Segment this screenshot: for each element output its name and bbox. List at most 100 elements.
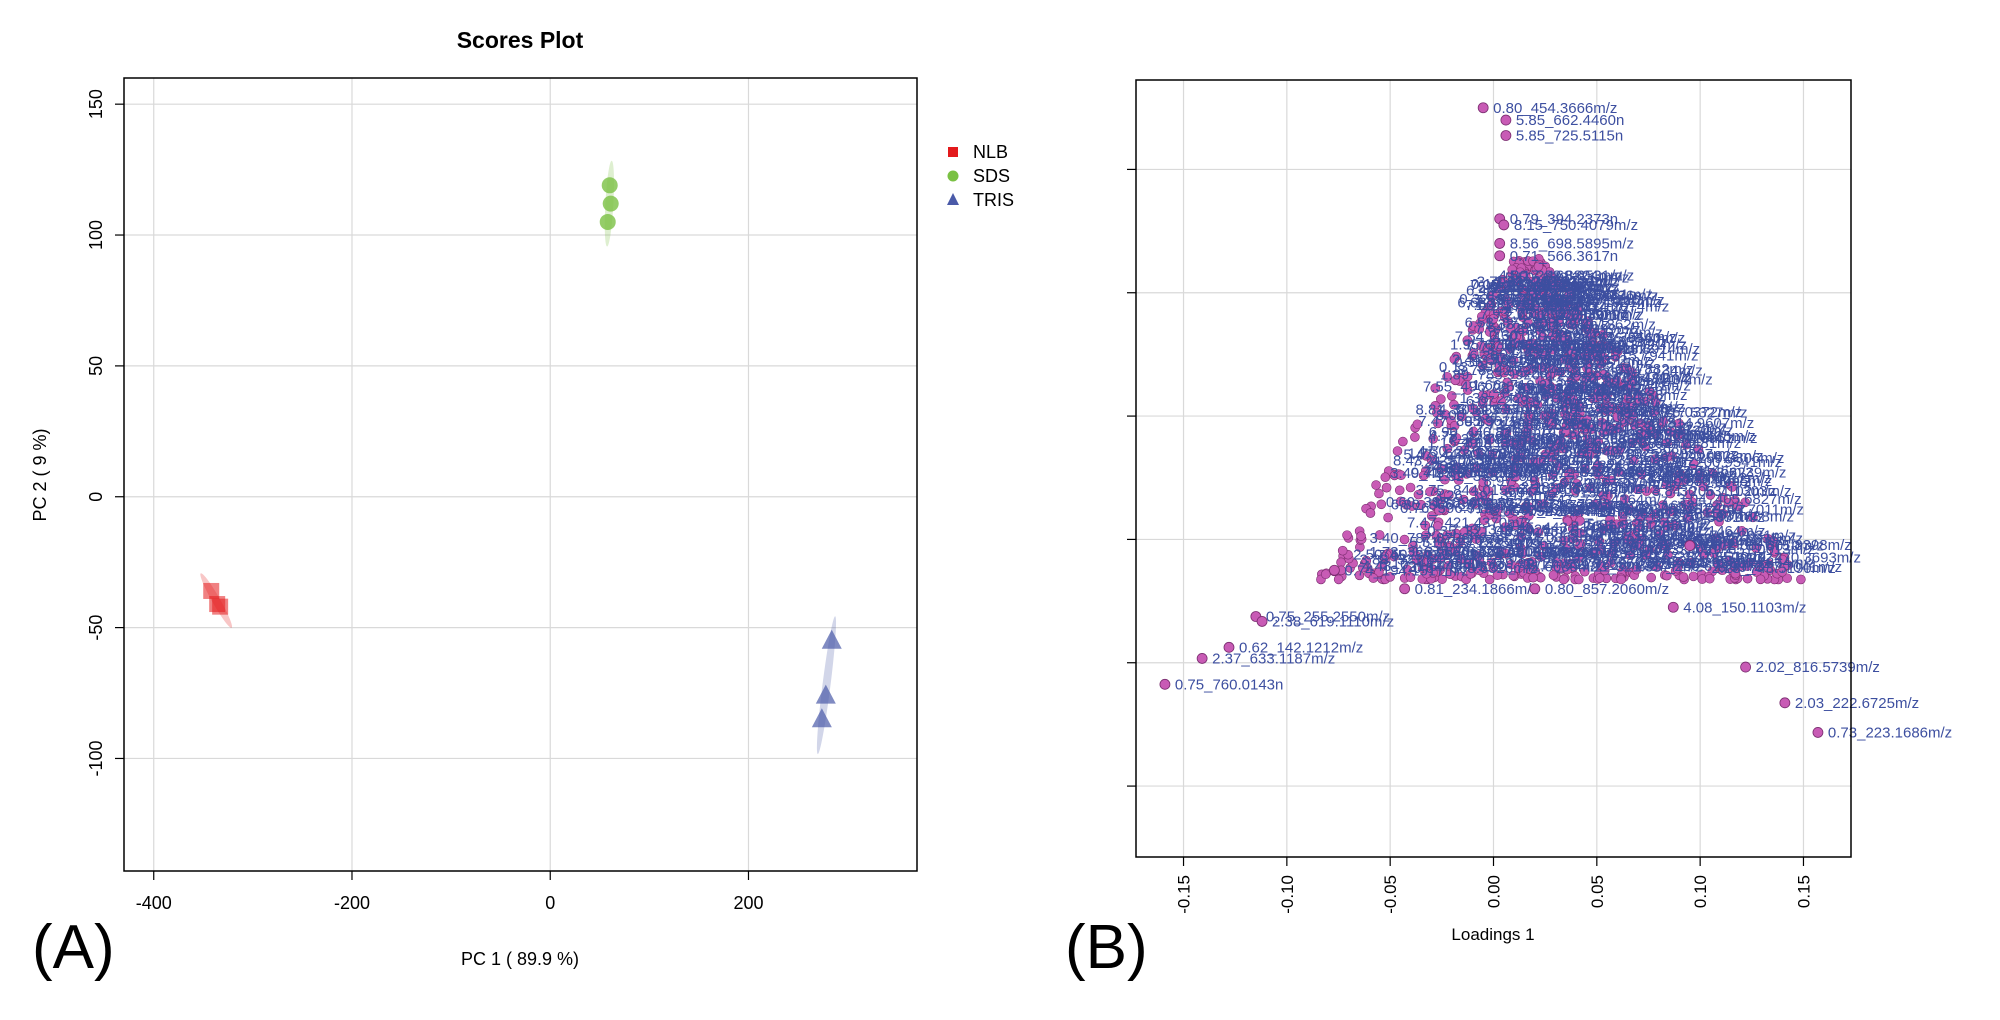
loading-point xyxy=(1380,472,1391,483)
loading-point xyxy=(1533,261,1544,272)
loading-point xyxy=(1712,499,1722,510)
loading-point xyxy=(1674,418,1684,429)
loading-point xyxy=(1442,371,1452,382)
loading-point xyxy=(1547,363,1558,374)
overlapping-label: 4.04_842.5741m/z xyxy=(1567,378,1691,395)
overlapping-label: 5.97_368.6411m/z xyxy=(1490,351,1613,368)
loading-point xyxy=(1655,529,1666,540)
overlapping-label: 0.17_714.2074m/z xyxy=(1545,298,1669,315)
overlapping-label: 5.18_813.4146m/z xyxy=(1629,463,1753,480)
loading-point xyxy=(1451,547,1461,557)
overlapping-label: 6.76_560.6525m/z xyxy=(1631,428,1755,445)
loading-point xyxy=(1504,344,1515,354)
loading-point xyxy=(1596,358,1607,369)
overlapping-label: 3.09_346.9810m/z xyxy=(1597,427,1721,444)
loadings-cloud: 5.47_440.0661m/z 4.23_692.9407m/z 0.64_368… xyxy=(1316,254,1861,585)
overlapping-label: 0.76_164.3512m/z xyxy=(1609,540,1733,557)
loading-point xyxy=(1456,411,1467,422)
loading-point xyxy=(1432,521,1443,531)
loading-point xyxy=(1513,442,1524,452)
overlapping-label: 7.24_603.1023m/z xyxy=(1412,453,1536,470)
overlapping-label: 4.36_420.0823m/z xyxy=(1639,448,1763,465)
loading-point xyxy=(1707,468,1718,479)
loading-point xyxy=(1385,572,1395,582)
loading-point xyxy=(1560,334,1570,344)
overlapping-label: 7.30_531.1303m/z xyxy=(1667,483,1791,500)
loading-point xyxy=(1523,299,1533,309)
y-tick-label: 0 xyxy=(86,492,106,502)
loading-label: 2.37_633.1187m/z xyxy=(1212,650,1335,667)
sds-point xyxy=(599,213,616,230)
overlapping-label: 3.84_206.7102m/z xyxy=(1652,483,1776,500)
loading-point xyxy=(1694,473,1705,484)
legend-marker-sds xyxy=(947,170,959,182)
loading-point-labeled xyxy=(1500,114,1512,126)
loading-point xyxy=(1505,323,1516,334)
loading-point xyxy=(1374,530,1385,540)
loading-point xyxy=(1552,393,1563,403)
overlapping-label: 1.01_552.8033m/z xyxy=(1496,550,1620,567)
loading-point xyxy=(1635,511,1646,521)
overlapping-label: 5.99_272.8497m/z xyxy=(1512,464,1636,481)
loading-point xyxy=(1503,280,1513,291)
loading-point xyxy=(1628,401,1639,411)
loading-point xyxy=(1518,326,1529,336)
overlapping-label: 8.09_737.5610m/z xyxy=(1504,524,1628,541)
loading-point xyxy=(1664,506,1675,517)
loading-point xyxy=(1646,572,1656,583)
overlapping-label: 0.08_697.1931m/z xyxy=(1544,545,1668,562)
loading-point xyxy=(1769,546,1780,556)
loading-point xyxy=(1436,394,1446,404)
loading-point xyxy=(1610,352,1621,362)
loading-point xyxy=(1680,499,1691,510)
overlapping-label: 4.45_443.4149m/z xyxy=(1505,520,1629,537)
loading-point xyxy=(1533,318,1544,329)
overlapping-label: 7.00_553.0450m/z xyxy=(1465,297,1589,314)
loadings-plot-xlabel: Loadings 1 xyxy=(1451,925,1534,944)
loading-point xyxy=(1558,574,1569,585)
overlapping-label: 3.05_219.8240m/z xyxy=(1511,437,1635,454)
loading-point xyxy=(1565,361,1576,372)
loading-point xyxy=(1365,508,1376,518)
x-tick-label: 0 xyxy=(545,893,555,913)
loading-point xyxy=(1478,390,1488,401)
loading-point xyxy=(1663,549,1673,560)
overlapping-label: 7.64_291.4725m/z xyxy=(1475,320,1599,337)
loading-point xyxy=(1574,553,1584,563)
legend-label-sds: SDS xyxy=(973,166,1010,186)
loading-point xyxy=(1748,512,1758,523)
loading-point xyxy=(1662,437,1672,448)
loading-point xyxy=(1474,324,1485,335)
overlapping-label: 5.62_547.9804m/z xyxy=(1546,540,1670,557)
overlapping-label: 1.43_752.6905m/z xyxy=(1476,297,1600,314)
loading-point xyxy=(1678,572,1689,582)
overlapping-label: 4.26_536.6842m/z xyxy=(1573,435,1697,452)
loading-point xyxy=(1796,574,1806,585)
scores-plot-legend: NLB SDS TRIS xyxy=(947,142,1014,210)
loading-point xyxy=(1478,477,1489,488)
overlapping-label: 2.58_746.8170m/z xyxy=(1494,274,1618,291)
loading-point xyxy=(1575,402,1585,412)
loading-point-labeled xyxy=(1529,583,1541,595)
loading-point xyxy=(1682,513,1693,524)
overlapping-label: 2.51_736.4412m/z xyxy=(1518,481,1642,498)
overlapping-label: 3.49_495.8942m/z xyxy=(1390,465,1514,482)
loading-point xyxy=(1452,462,1462,472)
loading-point xyxy=(1483,486,1494,496)
loading-point xyxy=(1645,386,1655,397)
overlapping-label: 6.98_553.5095m/z xyxy=(1648,473,1772,490)
loading-point xyxy=(1456,554,1466,564)
loading-point xyxy=(1698,481,1709,492)
overlapping-label: 5.72_824.0258m/z xyxy=(1561,458,1685,475)
loading-point xyxy=(1585,483,1595,493)
loading-point xyxy=(1468,348,1479,358)
loading-point xyxy=(1623,393,1634,403)
loading-point xyxy=(1533,274,1544,284)
overlapping-label: 0.76_596.9193m/z xyxy=(1400,500,1524,517)
loading-point xyxy=(1559,304,1570,315)
loading-point xyxy=(1374,488,1384,499)
overlapping-label: 0.35_321.0355m/z xyxy=(1427,523,1551,540)
loading-point xyxy=(1650,485,1661,495)
loading-point xyxy=(1536,551,1546,562)
overlapping-label: 7.31_165.3656m/z xyxy=(1639,533,1763,550)
